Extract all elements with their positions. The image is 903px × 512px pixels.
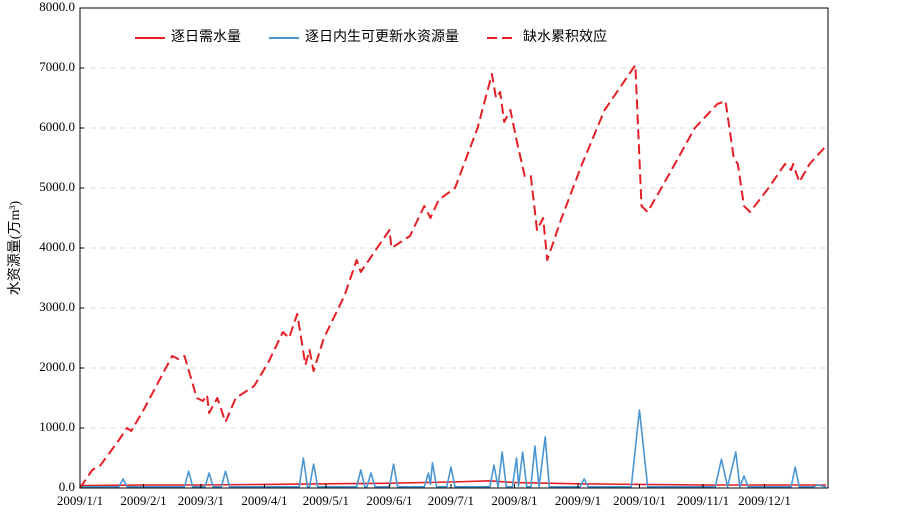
legend-label: 缺水累积效应 [523, 28, 607, 45]
y-tick-label: 1000.0 [39, 419, 75, 434]
grid [80, 67, 828, 429]
x-tick-label: 2009/2/1 [120, 493, 166, 508]
y-tick-label: 6000.0 [39, 119, 75, 134]
x-tick-label: 2009/4/1 [241, 493, 287, 508]
legend-label: 逐日内生可更新水资源量 [305, 29, 459, 45]
x-tick-label: 2009/5/1 [303, 493, 349, 508]
x-tick-label: 2009/6/1 [366, 493, 412, 508]
y-axis-label: 水资源量(万m³) [7, 200, 23, 295]
legend: 逐日需水量 逐日内生可更新水资源量 缺水累积效应 [135, 28, 607, 45]
y-tick-label: 3000.0 [39, 299, 75, 314]
x-tick-label: 2009/10/1 [613, 493, 666, 508]
x-tick-label: 2009/12/1 [738, 493, 791, 508]
series-line [79, 64, 827, 489]
series-line [79, 480, 826, 487]
legend-label: 逐日需水量 [171, 29, 241, 45]
labels: 0.0 1000.0 2000.0 3000.0 4000.0 5000.0 6000.0 7… [39, 0, 791, 508]
y-tick-label: 0.0 [59, 479, 75, 494]
x-tick-label: 2009/11/1 [677, 493, 729, 508]
y-tick-label: 7000.0 [39, 59, 75, 74]
series-line [80, 409, 827, 488]
y-tick-label: 4000.0 [39, 239, 75, 254]
y-tick-label: 5000.0 [39, 179, 75, 194]
lines [79, 64, 827, 489]
x-tick-label: 2009/8/1 [491, 493, 537, 508]
x-tick-label: 2009/1/1 [57, 493, 103, 508]
x-tick-label: 2009/7/1 [428, 493, 474, 508]
y-tick-label: 8000.0 [39, 0, 75, 14]
x-tick-label: 2009/9/1 [555, 493, 601, 508]
y-tick-label: 2000.0 [39, 359, 75, 374]
x-tick-label: 2009/3/1 [178, 493, 224, 508]
